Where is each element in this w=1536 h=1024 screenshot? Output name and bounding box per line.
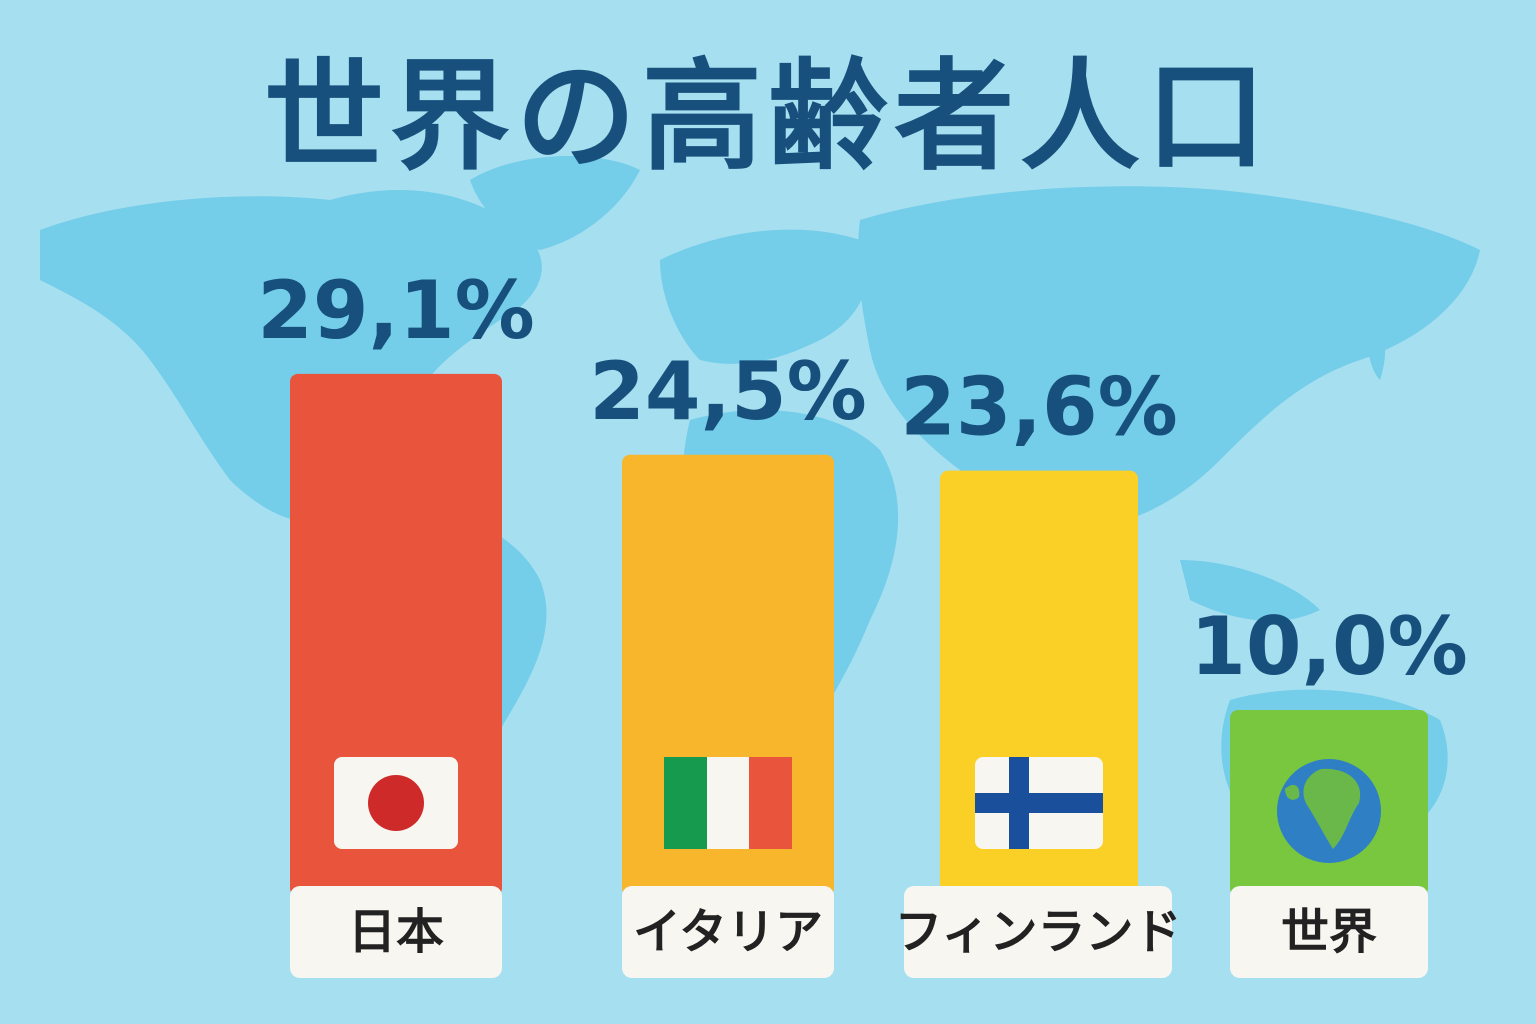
category-label: 世界 bbox=[1281, 904, 1377, 960]
category-label-box bbox=[290, 886, 502, 978]
category-label-box bbox=[1230, 886, 1428, 978]
bar-group-4: 10,0% 世界 bbox=[1190, 600, 1468, 978]
bar-group-3: 23,6% フィンランド bbox=[894, 361, 1182, 978]
bar-group-1: 29,1% 日本 bbox=[257, 264, 535, 978]
category-label-box bbox=[622, 886, 834, 978]
japan-flag-icon bbox=[334, 757, 458, 849]
value-label: 29,1% bbox=[257, 264, 535, 357]
value-label: 23,6% bbox=[900, 361, 1178, 454]
finland-flag-icon bbox=[975, 757, 1103, 849]
value-label: 24,5% bbox=[589, 345, 867, 438]
value-label: 10,0% bbox=[1190, 600, 1468, 693]
category-label-box bbox=[904, 886, 1172, 978]
italy-flag-icon bbox=[664, 757, 792, 849]
bar-group-2: 24,5% イタリア bbox=[589, 345, 867, 978]
category-label: フィンランド bbox=[894, 904, 1181, 960]
category-label: 日本 bbox=[348, 904, 444, 960]
globe-icon bbox=[1277, 759, 1381, 863]
chart-title: 世界の高齢者人口 bbox=[264, 48, 1272, 187]
category-label: イタリア bbox=[633, 904, 823, 960]
